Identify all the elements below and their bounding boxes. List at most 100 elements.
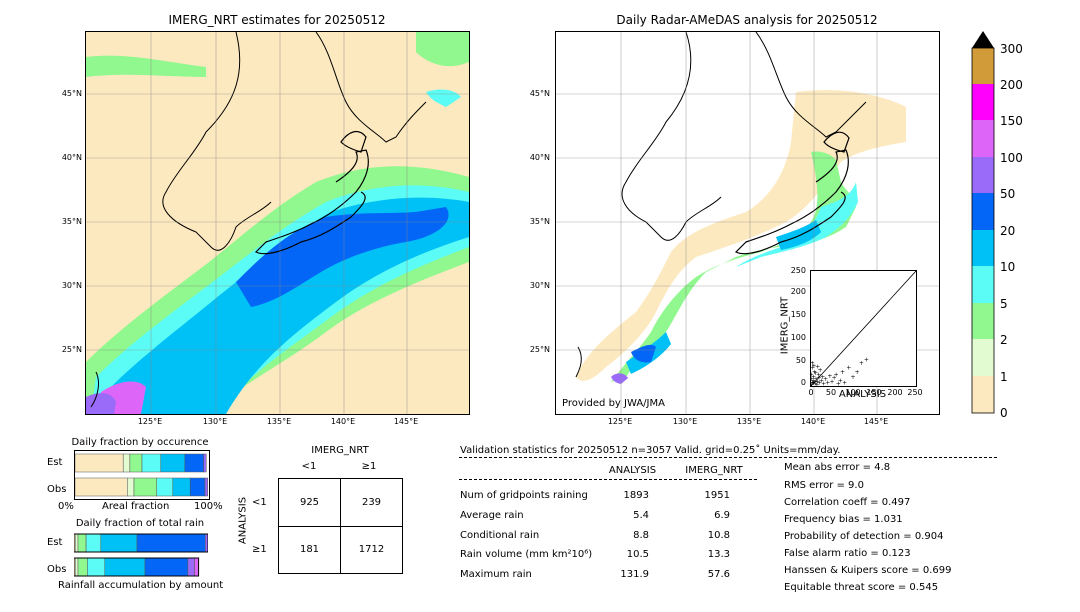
fraction-bar-segment (122, 453, 131, 473)
contingency-row-ge: ≥1 (252, 544, 267, 555)
fraction-bar-segment (184, 453, 204, 473)
colorbar-label: 100 (1000, 151, 1023, 165)
fraction-bar-segment (75, 533, 79, 553)
scatter-point: + (811, 382, 814, 386)
fraction-bar-segment (87, 557, 106, 577)
fraction-bar-segment (77, 533, 87, 553)
lon-label: 140°E (800, 417, 826, 426)
colorbar (962, 28, 1004, 416)
scatter-point: + (813, 370, 818, 377)
colorbar-label: 20 (1000, 224, 1016, 238)
contingency-title: IMERG_NRT (311, 445, 369, 456)
scatter-ytick: 100 (790, 333, 806, 342)
scatter-point: + (829, 378, 834, 385)
validation-table-divider (459, 479, 757, 480)
lon-label: 125°E (137, 417, 163, 426)
fraction-bar-segment (144, 557, 189, 577)
total-row-est: Est (47, 537, 63, 548)
colorbar-label: 2 (1000, 333, 1008, 347)
validation-header: Validation statistics for 20250512 n=305… (460, 445, 841, 456)
scatter-point: + (812, 379, 817, 386)
validation-row-label: Rain volume (mm km²10⁶) (460, 549, 593, 560)
scatter-point: + (811, 376, 814, 383)
colorbar-label: 300 (1000, 42, 1023, 56)
lat-label: 25°N (61, 345, 82, 354)
left-map-title: IMERG_NRT estimates for 20250512 (168, 13, 386, 27)
lon-label: 145°E (863, 417, 889, 426)
total-title: Daily fraction of total rain (75, 518, 205, 529)
validation-row-imerg: 1951 (704, 490, 730, 501)
validation-row-imerg: 13.3 (707, 549, 730, 560)
colorbar-extend-arrow (972, 31, 994, 48)
score-far: False alarm ratio = 0.123 (784, 548, 911, 559)
one-to-one-line (810, 270, 917, 387)
scatter-point: + (811, 362, 816, 369)
cell-false-alarm: 239 (361, 497, 382, 508)
validation-row-imerg: 57.6 (707, 569, 730, 580)
scatter-xtick: 50 (825, 388, 837, 397)
validation-row-imerg: 6.9 (714, 510, 730, 521)
scatter-point: + (819, 378, 824, 385)
occurrence-row-obs: Obs (47, 484, 67, 495)
fraction-bar-segment (75, 557, 79, 577)
score-pod: Probability of detection = 0.904 (784, 531, 944, 542)
lon-label: 135°E (266, 417, 292, 426)
colorbar-label: 50 (1000, 187, 1016, 201)
lon-label: 135°E (736, 417, 762, 426)
score-hk: Hanssen & Kuipers score = 0.699 (784, 565, 952, 576)
cell-hits-neg: 925 (299, 497, 320, 508)
lat-label: 40°N (61, 153, 82, 162)
scatter-point: + (820, 374, 825, 381)
fraction-bar-segment (129, 453, 143, 473)
scatter-ytick: 0 (800, 378, 806, 387)
lat-label: 30°N (529, 281, 550, 290)
scatter-point: + (811, 379, 815, 386)
scatter-ytick: 200 (790, 287, 806, 296)
scatter-point: + (832, 375, 837, 382)
total-row-obs: Obs (47, 564, 67, 575)
occurrence-axis-mid: Areal fraction (102, 501, 170, 512)
lat-label: 35°N (61, 217, 82, 226)
contingency-row-label: ANALYSIS (237, 496, 249, 545)
validation-col-analysis: ANALYSIS (608, 465, 657, 476)
fraction-bar-segment (136, 533, 206, 553)
total-caption: Rainfall accumulation by amount (58, 580, 224, 591)
scatter-point: + (823, 376, 828, 383)
scatter-point: + (811, 372, 814, 379)
lon-label: 130°E (672, 417, 698, 426)
scatter-point: + (836, 381, 841, 386)
occurrence-bars (74, 453, 208, 497)
score-mae: Mean abs error = 4.8 (784, 462, 891, 473)
scatter-point: + (813, 376, 818, 383)
scatter-ytick: 50 (795, 356, 806, 365)
validation-row-label: Conditional rain (460, 530, 540, 541)
lat-label: 45°N (61, 89, 82, 98)
contingency-grid: 925 239 181 1712 (278, 478, 403, 574)
validation-col-imerg: IMERG_NRT (685, 465, 743, 476)
right-map-title: Daily Radar-AMeDAS analysis for 20250512 (616, 13, 878, 27)
scatter-point: + (825, 379, 830, 386)
colorbar-label: 200 (1000, 78, 1023, 92)
scatter-point: + (813, 381, 818, 386)
occurrence-title: Daily fraction by occurence (71, 437, 209, 448)
scatter-xtick: 100 (845, 388, 861, 397)
lon-label: 125°E (607, 417, 633, 426)
scatter-point: + (855, 369, 860, 376)
fraction-bar-segment (85, 533, 102, 553)
fraction-bar-segment (141, 453, 162, 473)
fraction-bar-segment (187, 557, 195, 577)
validation-row-label: Num of gridpoints raining (460, 490, 588, 501)
scatter-ylabel: IMERG_NRT (779, 296, 791, 355)
colorbar-label: 10 (1000, 260, 1016, 274)
scatter-canvas: ++++++++++++++++++++++++++++++ ++++++++++ (809, 270, 917, 389)
scatter-point: + (815, 378, 820, 385)
scatter-point: + (811, 360, 815, 367)
colorbar-label: 1 (1000, 370, 1008, 384)
contingency-col-lt: <1 (301, 461, 317, 472)
lon-label: 145°E (393, 417, 419, 426)
scatter-point: + (816, 372, 821, 379)
scatter-ytick: 250 (790, 266, 806, 275)
scatter-point: + (811, 374, 816, 381)
cell-hits: 1712 (358, 544, 385, 555)
occurrence-chart (74, 450, 210, 500)
